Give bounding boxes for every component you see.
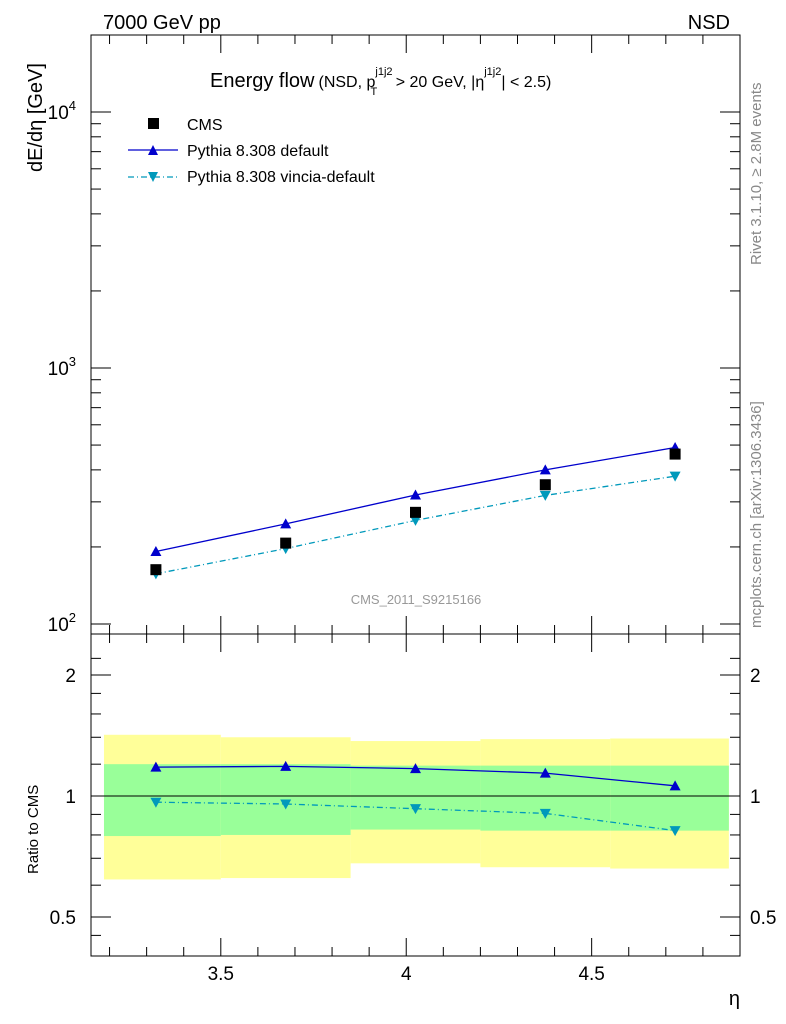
pythia-default-point <box>280 518 292 529</box>
green-band-segment <box>610 765 729 831</box>
main-y-tick-label: 103 <box>48 354 76 380</box>
tick-exponent: 3 <box>69 354 76 369</box>
pythia-default-point <box>539 464 551 475</box>
plot-title-suffix: | < 2.5) <box>501 74 551 91</box>
header-right: NSD <box>688 12 730 34</box>
pythia-default-point <box>150 545 162 556</box>
ratio-pythia-vincia-point <box>150 797 162 808</box>
ratio-y-tick-label-left: 2 <box>65 666 76 687</box>
legend-marker-cms <box>148 118 159 129</box>
plot-title-pt-sub: T <box>371 86 378 98</box>
ratio-y-tick-label-right: 1 <box>750 787 761 808</box>
analysis-watermark: CMS_2011_S9215166 <box>351 592 482 607</box>
mcplots-label: mcplots.cern.ch [arXiv:1306.3436] <box>748 401 765 628</box>
tick-exponent: 4 <box>69 98 76 113</box>
ratio-data-marks <box>150 760 681 837</box>
header-left: 7000 GeV pp <box>103 12 221 34</box>
plot-title-eta-sup: j1j2 <box>483 66 501 78</box>
ratio-ylabel: Ratio to CMS <box>25 785 42 874</box>
cms-point <box>150 564 162 576</box>
plot-title-pt-sup: j1j2 <box>374 66 392 78</box>
cms-point <box>669 448 681 460</box>
cms-point <box>410 506 421 518</box>
plot-title-main: Energy flow <box>210 70 315 92</box>
ratio-plot-frame <box>90 633 741 957</box>
rivet-label: Rivet 3.1.10, ≥ 2.8M events <box>748 83 765 266</box>
axis-ticks <box>91 35 741 956</box>
pythia-vincia-point <box>410 515 421 526</box>
ratio-y-tick-label-right: 0.5 <box>750 908 776 929</box>
x-tick-label: 3.5 <box>208 964 234 985</box>
ratio-bands <box>91 734 740 880</box>
tick-base: 10 <box>48 103 69 124</box>
main-ylabel: dE/dη [GeV] <box>25 63 47 172</box>
main-data-marks <box>150 442 681 580</box>
ratio-y-tick-label-right: 2 <box>750 666 761 687</box>
legend: CMS Pythia 8.308 default Pythia 8.308 vi… <box>128 117 375 186</box>
main-y-tick-label: 102 <box>48 610 76 636</box>
legend-label-cms: CMS <box>187 117 223 134</box>
plot-title-prefix: (NSD, p <box>319 74 376 91</box>
ratio-pythia-default-point <box>280 760 292 771</box>
ratio-pythia-default-point <box>410 763 421 774</box>
pythia-vincia-point <box>539 490 551 501</box>
legend-marker-pythia-vincia <box>148 172 158 182</box>
tick-base: 10 <box>48 359 69 380</box>
ratio-pythia-vincia-point <box>410 804 421 815</box>
ratio-pythia-default-point <box>150 761 162 772</box>
ratio-pythia-vincia-line <box>155 801 676 832</box>
main-y-tick-label: 104 <box>48 98 76 124</box>
tick-base: 10 <box>48 615 69 636</box>
legend-label-pythia-default: Pythia 8.308 default <box>187 143 329 160</box>
cms-point <box>280 537 292 549</box>
ratio-pythia-vincia-point <box>280 799 292 810</box>
ratio-pythia-default-point <box>669 780 681 791</box>
pythia-default-point <box>410 489 421 500</box>
x-axis-label: η <box>729 988 740 1010</box>
plot-title: Energy flow (NSD, pj1j2 T > 20 GeV, |ηj1j2… <box>210 66 551 98</box>
green-band-segment <box>103 764 221 837</box>
green-band-segment <box>350 765 481 830</box>
legend-label-pythia-vincia: Pythia 8.308 vincia-default <box>187 169 375 186</box>
ratio-y-tick-label-left: 0.5 <box>50 908 76 929</box>
ratio-pythia-vincia-point <box>669 826 681 837</box>
x-tick-label: 4.5 <box>578 964 604 985</box>
cms-point <box>539 479 551 491</box>
x-tick-label: 4 <box>401 964 412 985</box>
ratio-pythia-default-point <box>539 767 551 778</box>
pythia-vincia-point <box>669 471 681 482</box>
plot-title-mid: > 20 GeV, |η <box>391 74 484 91</box>
ratio-y-tick-label-left: 1 <box>65 787 76 808</box>
legend-marker-pythia-default <box>148 145 158 155</box>
tick-exponent: 2 <box>69 610 76 625</box>
ratio-pythia-vincia-point <box>539 808 551 819</box>
